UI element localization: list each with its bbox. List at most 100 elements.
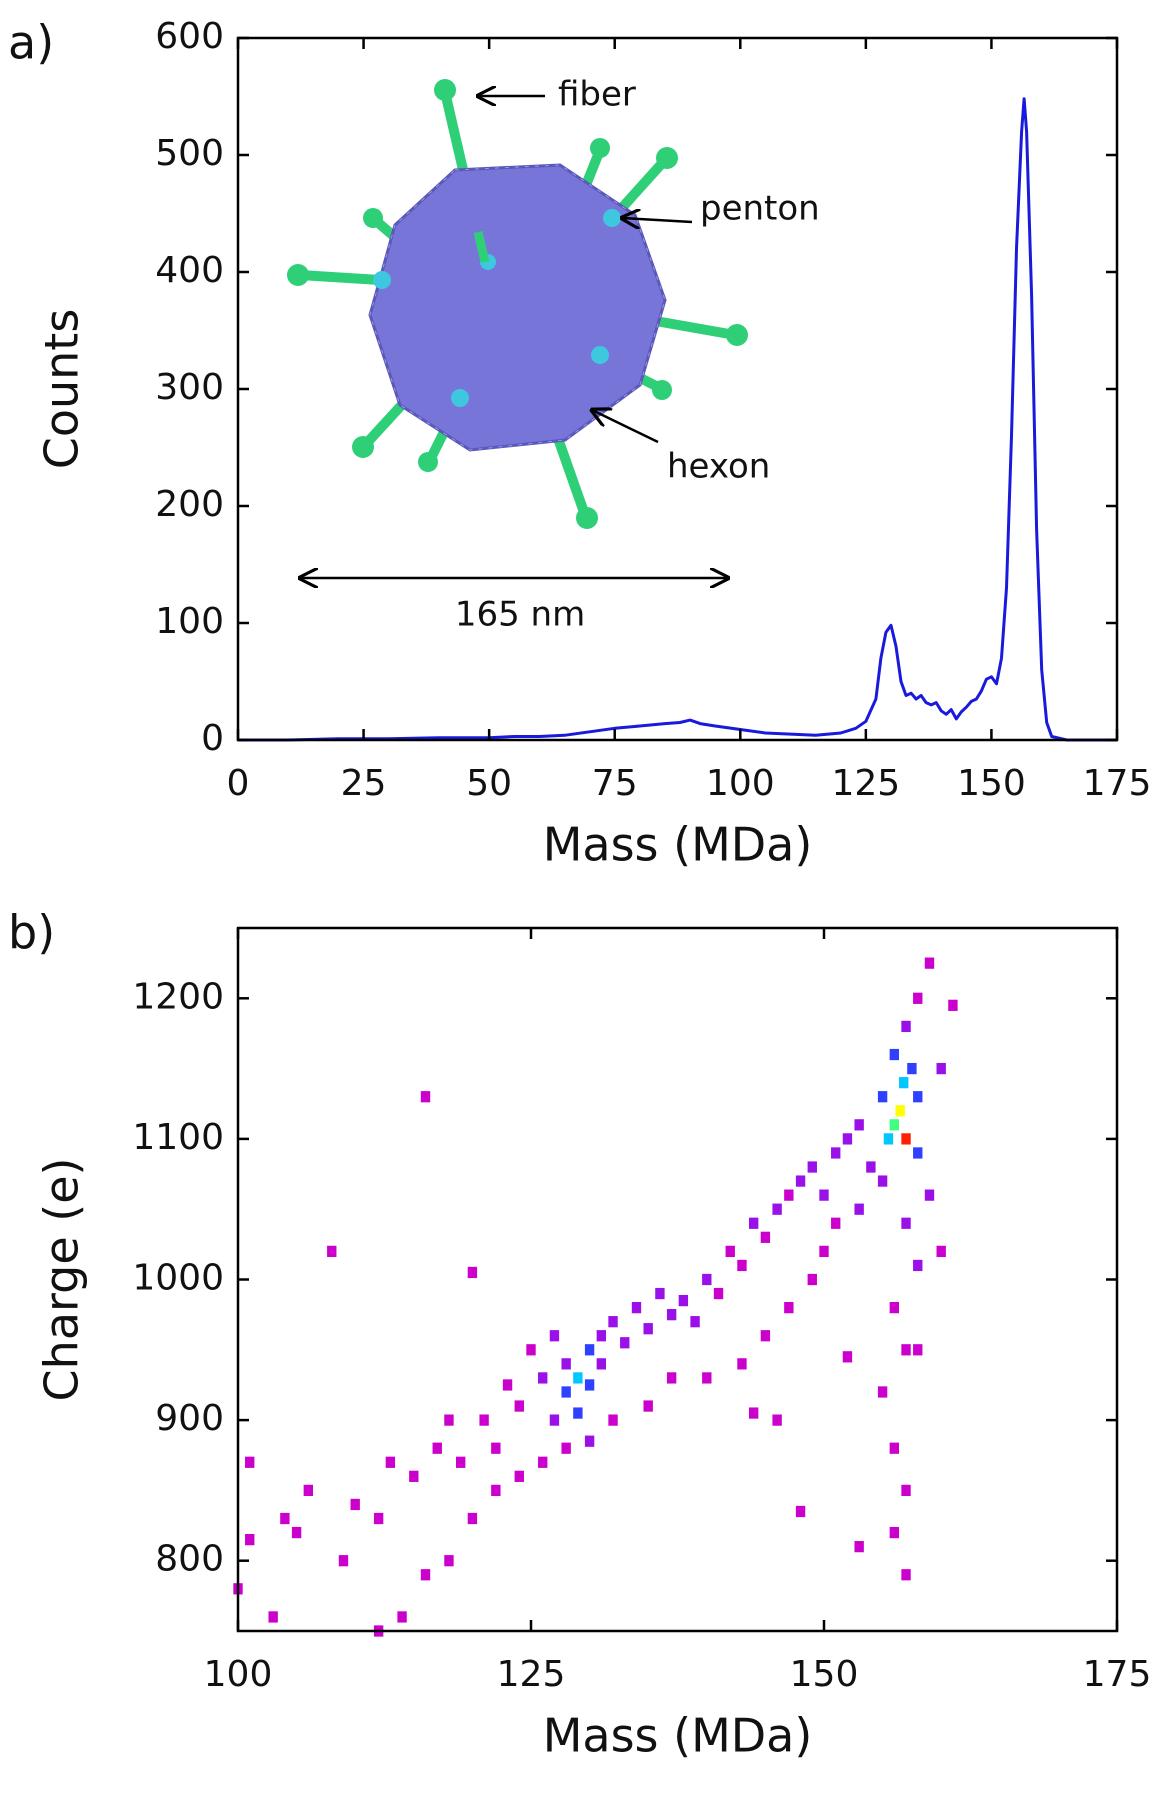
heatmap-cell xyxy=(561,1442,571,1454)
heatmap-cell xyxy=(842,1133,853,1145)
y-tick-label: 0 xyxy=(201,718,224,759)
heatmap-cell xyxy=(924,1189,935,1201)
heatmap-cell xyxy=(936,1062,946,1075)
heatmap-cell xyxy=(913,1259,923,1272)
heatmap-cell xyxy=(620,1337,630,1349)
heatmap-cell xyxy=(514,1400,524,1412)
y-tick-label: 400 xyxy=(155,250,224,291)
heatmap-cell xyxy=(807,1161,817,1173)
heatmap-cell xyxy=(877,1386,888,1398)
heatmap-cell xyxy=(772,1414,782,1426)
heatmap-cell xyxy=(795,1175,806,1187)
heatmap-cell xyxy=(350,1498,360,1511)
heatmap-cell xyxy=(713,1287,724,1300)
heatmap-cell xyxy=(831,1147,841,1159)
x-tick-label: 125 xyxy=(831,763,900,804)
y-tick-label: 100 xyxy=(155,601,224,642)
heatmap-cell xyxy=(608,1316,618,1328)
heatmap-cell xyxy=(807,1273,817,1286)
heatmap-cell xyxy=(420,1091,431,1103)
heatmap-cell xyxy=(655,1287,665,1300)
heatmap-cell xyxy=(831,1217,841,1229)
heatmap-cell xyxy=(854,1119,864,1131)
heatmap-cell xyxy=(854,1541,864,1553)
heatmap-cell xyxy=(420,1569,431,1581)
heatmap-cell xyxy=(877,1091,888,1103)
x-tick-label: 100 xyxy=(204,1654,273,1695)
heatmap-cell xyxy=(895,1105,905,1117)
plot-frame xyxy=(236,926,1119,1633)
heatmap-cell xyxy=(913,1147,923,1159)
heatmap-cell xyxy=(584,1379,595,1391)
heatmap-cell xyxy=(268,1611,278,1623)
heatmap-cell xyxy=(901,1133,911,1145)
heatmap-cell xyxy=(584,1344,595,1356)
y-tick-label: 600 xyxy=(155,16,224,57)
heatmap-cell xyxy=(936,1245,946,1258)
heatmap-cell xyxy=(889,1442,900,1454)
heatmap-cell xyxy=(561,1386,571,1398)
heatmap-cell xyxy=(690,1316,700,1328)
annotation: fiber xyxy=(558,75,636,115)
heatmap-cell xyxy=(280,1512,290,1525)
y-tick-label: 1000 xyxy=(132,1258,224,1299)
heatmap-cell xyxy=(678,1294,689,1307)
x-tick-label: 150 xyxy=(790,1654,859,1695)
heatmap-cell xyxy=(538,1456,548,1468)
heatmap-cell xyxy=(889,1526,900,1539)
data-line xyxy=(238,97,1117,742)
y-tick-label: 200 xyxy=(155,484,224,525)
heatmap-cell xyxy=(877,1175,888,1187)
heatmap-cell xyxy=(338,1555,349,1567)
heatmap-cell xyxy=(702,1273,712,1286)
heatmap-cell xyxy=(913,1091,923,1103)
heatmap-cell xyxy=(432,1442,442,1454)
heatmap-cell xyxy=(737,1259,747,1272)
y-axis-label: Charge (e) xyxy=(35,1158,89,1402)
x-tick-label: 100 xyxy=(706,763,775,804)
virus-illustration xyxy=(287,79,748,578)
heatmap-cell xyxy=(573,1407,583,1419)
heatmap-cell xyxy=(455,1456,466,1468)
x-tick-label: 150 xyxy=(957,763,1026,804)
plot-frame xyxy=(236,36,1119,742)
heatmap-cell xyxy=(491,1442,501,1454)
x-tick-label: 175 xyxy=(1083,1654,1152,1695)
heatmap-cell xyxy=(385,1456,396,1468)
heatmap-cell xyxy=(666,1372,677,1384)
x-tick-label: 50 xyxy=(466,763,512,804)
heatmap-cell xyxy=(883,1133,894,1145)
y-tick-label: 500 xyxy=(155,133,224,174)
heatmap-cell xyxy=(549,1330,560,1342)
heatmap-cell xyxy=(538,1372,548,1384)
heatmap-cell xyxy=(913,1344,923,1356)
heatmap-cell xyxy=(907,1062,917,1075)
heatmap-cell xyxy=(725,1245,735,1258)
heatmap-cell xyxy=(327,1245,337,1258)
heatmap-cell xyxy=(444,1414,454,1426)
heatmap-cell xyxy=(819,1189,829,1201)
y-tick-label: 1100 xyxy=(132,1117,224,1158)
x-tick-label: 175 xyxy=(1083,763,1152,804)
heatmap-cell xyxy=(584,1435,595,1447)
heatmap-cell xyxy=(899,1077,909,1089)
heatmap-cell xyxy=(291,1526,302,1539)
heatmap-cell xyxy=(467,1512,478,1525)
heatmap-cell xyxy=(643,1400,653,1412)
panel-label: a) xyxy=(8,16,54,70)
heatmap-cell xyxy=(596,1330,607,1342)
heatmap-cell xyxy=(866,1161,876,1173)
y-tick-label: 800 xyxy=(155,1539,224,1580)
heatmap-cell xyxy=(854,1203,864,1215)
heatmap-cell xyxy=(514,1470,524,1482)
heatmap-cell xyxy=(748,1217,759,1229)
heatmap-cell xyxy=(819,1245,829,1258)
heatmap-cell xyxy=(245,1533,255,1546)
heatmap-cell xyxy=(901,1020,911,1033)
heatmap-cell xyxy=(479,1414,489,1426)
heatmap-cell xyxy=(373,1512,384,1525)
heatmap-cell xyxy=(901,1344,911,1356)
heatmap-cell xyxy=(737,1358,747,1370)
heatmap-cell xyxy=(948,999,958,1011)
